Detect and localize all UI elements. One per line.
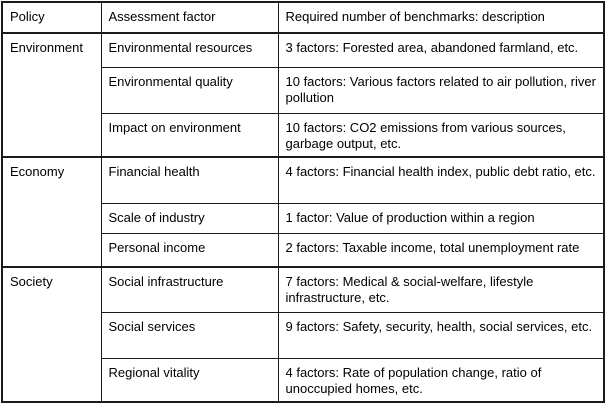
table-row: Society Social infrastructure 7 factors:… [1, 266, 605, 403]
factor-cell: Social infrastructure [100, 266, 279, 313]
assessment-benchmarks-table: Policy Assessment factor Required number… [1, 1, 605, 403]
description-cell: 4 factors: Financial health index, publi… [277, 156, 605, 204]
description-cell: 7 factors: Medical & social-welfare, lif… [277, 266, 605, 313]
policy-cell-society: Society [1, 266, 102, 403]
column-header-assessment-factor: Assessment factor [100, 1, 279, 34]
table-row: Impact on environment 10 factors: CO2 em… [2, 112, 605, 158]
table-header-row: Policy Assessment factor Required number… [1, 1, 605, 34]
table-row: Environmental quality 10 factors: Variou… [2, 66, 605, 114]
table-row: Environment Environmental resources 3 fa… [1, 32, 605, 158]
factor-cell: Environmental resources [100, 32, 279, 68]
description-cell: 2 factors: Taxable income, total unemplo… [277, 232, 605, 268]
factor-cell: Impact on environment [100, 112, 279, 158]
table-row: Scale of industry 1 factor: Value of pro… [2, 202, 605, 234]
factor-cell: Scale of industry [100, 202, 279, 234]
factor-cell: Personal income [100, 232, 279, 268]
description-cell: 4 factors: Rate of population change, ra… [277, 357, 605, 403]
description-cell: 3 factors: Forested area, abandoned farm… [277, 32, 605, 68]
policy-cell-economy: Economy [1, 156, 102, 268]
factor-cell: Environmental quality [100, 66, 279, 114]
column-header-benchmarks-description: Required number of benchmarks: descripti… [277, 1, 605, 34]
description-cell: 9 factors: Safety, security, health, soc… [277, 311, 605, 359]
column-header-policy: Policy [1, 1, 102, 34]
description-cell: 10 factors: CO2 emissions from various s… [277, 112, 605, 158]
table-row: Regional vitality 4 factors: Rate of pop… [2, 357, 605, 403]
table-row: Economy Financial health 4 factors: Fina… [1, 156, 605, 268]
table-row: Social services 9 factors: Safety, secur… [2, 311, 605, 359]
factor-cell: Social services [100, 311, 279, 359]
factor-cell: Regional vitality [100, 357, 279, 403]
factor-cell: Financial health [100, 156, 279, 204]
description-cell: 10 factors: Various factors related to a… [277, 66, 605, 114]
description-cell: 1 factor: Value of production within a r… [277, 202, 605, 234]
policy-cell-environment: Environment [1, 32, 102, 158]
table-row: Personal income 2 factors: Taxable incom… [2, 232, 605, 268]
